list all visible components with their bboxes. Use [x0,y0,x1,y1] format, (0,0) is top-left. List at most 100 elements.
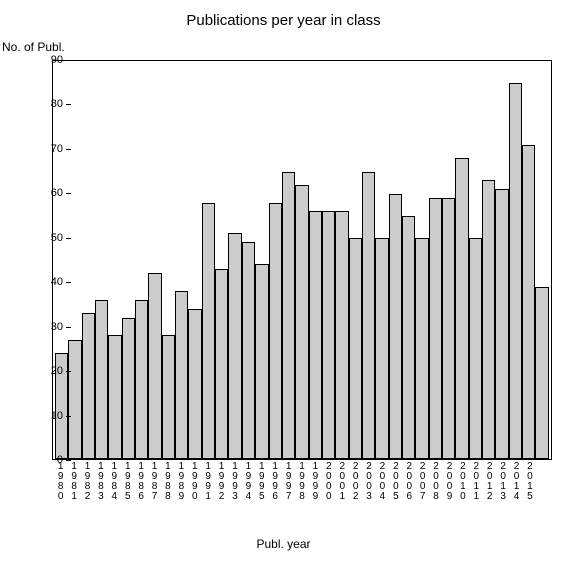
x-tick: 1989 [175,462,188,502]
x-tick: 2001 [336,462,349,502]
x-tick-label: 2014 [513,462,521,502]
bar [362,172,375,459]
bar [389,194,402,459]
bar [295,185,308,459]
bar [309,211,322,459]
x-tick: 2005 [389,462,402,502]
bar [509,83,522,459]
x-tick: 1984 [108,462,121,502]
x-tick-label: 2010 [459,462,467,502]
x-tick: 1987 [148,462,161,502]
x-tick-label: 2001 [338,462,346,502]
chart-container: Publications per year in class No. of Pu… [0,0,567,567]
bar [162,335,175,459]
x-tick [537,462,550,502]
x-tick: 2004 [376,462,389,502]
x-tick-label: 1997 [285,462,293,502]
bar [255,264,268,459]
x-tick: 1999 [309,462,322,502]
y-tick: 60 [23,187,63,199]
bar [322,211,335,459]
x-tick: 1998 [295,462,308,502]
x-tick-label: 1985 [124,462,132,502]
bar [202,203,215,459]
x-tick-label: 2008 [432,462,440,502]
x-tick: 1986 [134,462,147,502]
x-tick: 1997 [282,462,295,502]
x-tick: 2003 [362,462,375,502]
x-tick-label: 1980 [57,462,65,502]
x-tick-label: 1990 [191,462,199,502]
x-tick-label: 2006 [405,462,413,502]
x-tick: 2013 [496,462,509,502]
x-tick-label: 1986 [137,462,145,502]
x-tick: 1995 [255,462,268,502]
bar [469,238,482,459]
bar [535,287,548,459]
x-tick-label: 2012 [486,462,494,502]
x-tick-label: 1988 [164,462,172,502]
x-tick-label: 1993 [231,462,239,502]
x-tick: 1985 [121,462,134,502]
x-tick-label: 2007 [419,462,427,502]
x-tick: 1981 [67,462,80,502]
x-tick-label: 2011 [472,462,480,502]
x-tick-label: 2000 [325,462,333,502]
x-tick: 1982 [81,462,94,502]
bar [215,269,228,459]
bar [68,340,81,459]
x-tick: 2012 [483,462,496,502]
x-tick-label: 1987 [151,462,159,502]
y-tick: 30 [23,321,63,333]
x-tick: 2009 [443,462,456,502]
x-tick: 1993 [228,462,241,502]
x-tick-label: 2004 [378,462,386,502]
x-tick: 2007 [416,462,429,502]
bar [429,198,442,459]
x-tick-label: 2005 [392,462,400,502]
y-tick: 80 [23,98,63,110]
x-tick-label: 1982 [84,462,92,502]
x-tick: 1992 [215,462,228,502]
x-tick-label: 1991 [204,462,212,502]
bars-group [53,61,551,459]
bar [269,203,282,459]
x-tick: 1991 [201,462,214,502]
x-tick-label: 2015 [526,462,534,502]
bar [108,335,121,459]
bar [375,238,388,459]
x-tick-label: 2003 [365,462,373,502]
x-tick-label: 1996 [271,462,279,502]
bar [188,309,201,459]
x-tick: 1988 [161,462,174,502]
bar [175,291,188,459]
plot-area [52,60,552,460]
y-tick: 20 [23,365,63,377]
x-tick: 2008 [429,462,442,502]
bar [415,238,428,459]
y-tick: 40 [23,276,63,288]
x-tick: 2011 [470,462,483,502]
bar [335,211,348,459]
x-axis-label: Publ. year [0,537,567,551]
x-tick-label: 1999 [311,462,319,502]
x-tick: 1990 [188,462,201,502]
x-tick-label: 1983 [97,462,105,502]
bar [135,300,148,459]
x-tick-label: 2002 [352,462,360,502]
x-ticks: 19801981 1982 198319841985 1986 1987 1988 1989… [54,462,550,502]
x-tick: 1980 [54,462,67,502]
bar [95,300,108,459]
bar [402,216,415,459]
x-tick-label: 1992 [218,462,226,502]
x-tick-label: 1994 [244,462,252,502]
x-tick: 2006 [403,462,416,502]
x-tick: 1983 [94,462,107,502]
x-tick: 1994 [242,462,255,502]
y-axis-label: No. of Publ. [2,40,65,54]
x-tick-label: 2013 [499,462,507,502]
bar [148,273,161,459]
x-tick: 1996 [269,462,282,502]
x-tick-label: 1989 [177,462,185,502]
bar [122,318,135,460]
